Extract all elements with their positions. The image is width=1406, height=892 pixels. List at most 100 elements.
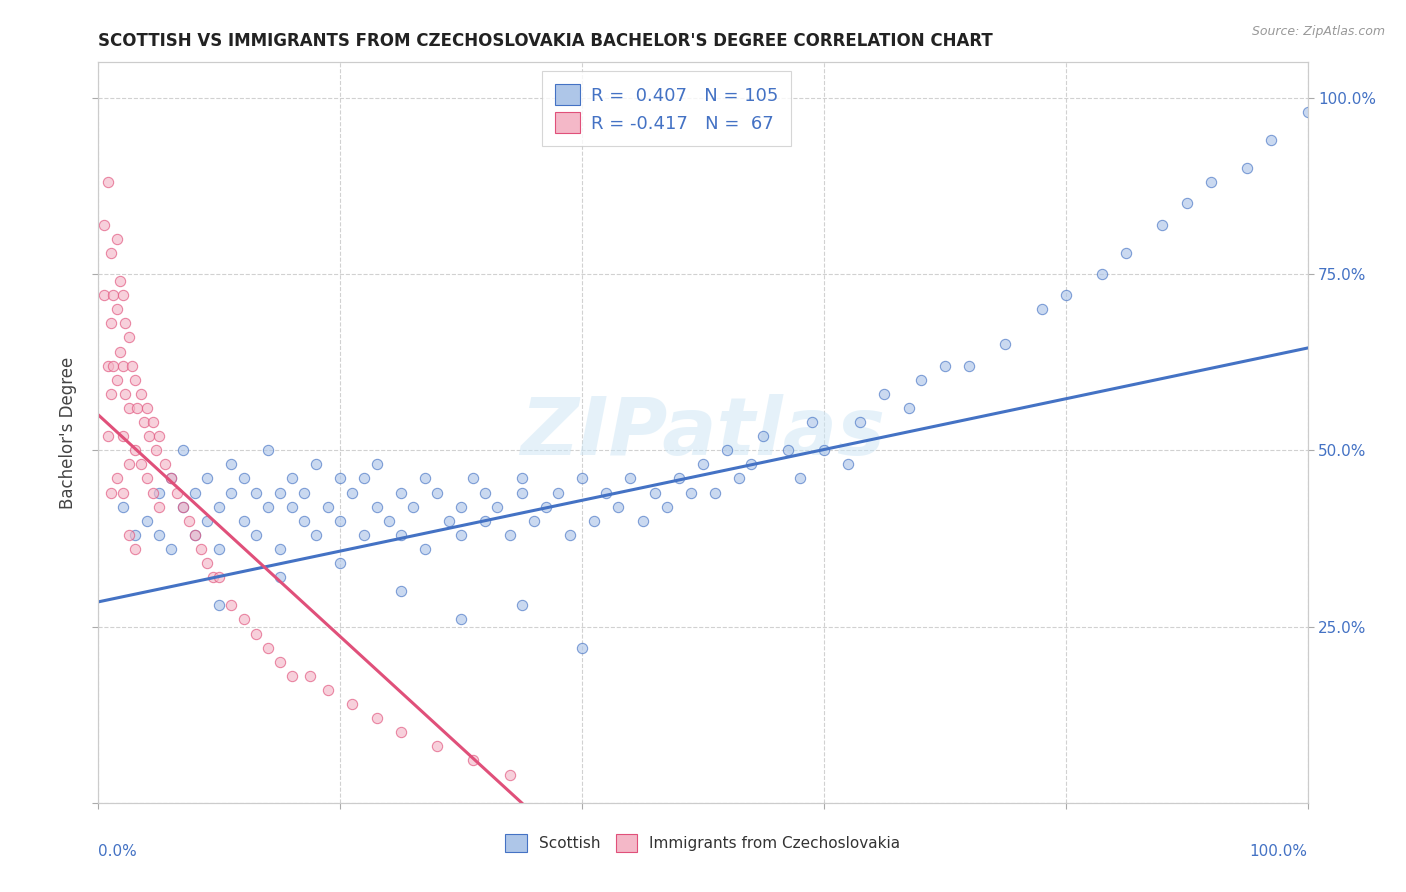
Point	[1091, 267, 1114, 281]
Point	[463, 471, 485, 485]
Point	[547, 485, 569, 500]
Point	[595, 485, 617, 500]
Point	[510, 471, 533, 485]
Point	[129, 458, 152, 472]
Point	[101, 359, 124, 373]
Point	[256, 640, 278, 655]
Text: Source: ZipAtlas.com: Source: ZipAtlas.com	[1251, 25, 1385, 38]
Point	[329, 514, 352, 528]
Point	[138, 429, 160, 443]
Point	[134, 415, 156, 429]
Point	[994, 337, 1017, 351]
Point	[281, 471, 304, 485]
Point	[389, 725, 412, 739]
Point	[426, 485, 449, 500]
Point	[342, 485, 364, 500]
Point	[353, 528, 375, 542]
Point	[135, 514, 157, 528]
Point	[583, 514, 606, 528]
Point	[111, 288, 134, 302]
Point	[728, 471, 751, 485]
Point	[486, 500, 509, 514]
Point	[474, 485, 496, 500]
Point	[1054, 288, 1077, 302]
Point	[111, 359, 134, 373]
Point	[111, 485, 134, 500]
Point	[413, 471, 436, 485]
Point	[135, 471, 157, 485]
Point	[232, 612, 254, 626]
Point	[389, 485, 412, 500]
Point	[124, 541, 146, 556]
Point	[1115, 245, 1137, 260]
Point	[679, 485, 702, 500]
Point	[366, 458, 388, 472]
Point	[105, 232, 128, 246]
Point	[281, 500, 304, 514]
Point	[1296, 104, 1319, 119]
Point	[221, 458, 243, 472]
Point	[474, 514, 496, 528]
Point	[366, 500, 388, 514]
Point	[1031, 302, 1053, 317]
Point	[292, 485, 315, 500]
Point	[148, 485, 170, 500]
Point	[142, 415, 165, 429]
Point	[897, 401, 920, 415]
Point	[97, 175, 120, 189]
Point	[160, 541, 183, 556]
Point	[523, 514, 546, 528]
Point	[195, 471, 218, 485]
Point	[208, 599, 231, 613]
Point	[740, 458, 762, 472]
Point	[510, 599, 533, 613]
Point	[108, 344, 131, 359]
Point	[105, 373, 128, 387]
Point	[184, 528, 207, 542]
Point	[571, 640, 593, 655]
Point	[1199, 175, 1222, 189]
Point	[114, 387, 136, 401]
Point	[450, 612, 472, 626]
Point	[121, 359, 143, 373]
Point	[93, 288, 115, 302]
Point	[305, 528, 328, 542]
Point	[800, 415, 823, 429]
Point	[100, 316, 122, 330]
Point	[118, 528, 141, 542]
Point	[129, 387, 152, 401]
Point	[100, 245, 122, 260]
Point	[1175, 196, 1198, 211]
Point	[849, 415, 872, 429]
Point	[1152, 218, 1174, 232]
Point	[105, 302, 128, 317]
Point	[342, 697, 364, 711]
Point	[571, 471, 593, 485]
Point	[704, 485, 727, 500]
Point	[148, 429, 170, 443]
Point	[269, 541, 291, 556]
Point	[118, 401, 141, 415]
Point	[245, 528, 267, 542]
Point	[101, 288, 124, 302]
Point	[644, 485, 666, 500]
Point	[208, 500, 231, 514]
Point	[910, 373, 932, 387]
Point	[655, 500, 678, 514]
Point	[631, 514, 654, 528]
Text: ZIPatlas: ZIPatlas	[520, 393, 886, 472]
Point	[111, 429, 134, 443]
Point	[837, 458, 859, 472]
Point	[245, 485, 267, 500]
Point	[245, 626, 267, 640]
Point	[716, 443, 738, 458]
Point	[124, 373, 146, 387]
Point	[160, 471, 183, 485]
Point	[450, 528, 472, 542]
Point	[873, 387, 896, 401]
Point	[179, 514, 201, 528]
Point	[498, 767, 520, 781]
Point	[184, 485, 207, 500]
Y-axis label: Bachelor's Degree: Bachelor's Degree	[59, 357, 77, 508]
Point	[534, 500, 557, 514]
